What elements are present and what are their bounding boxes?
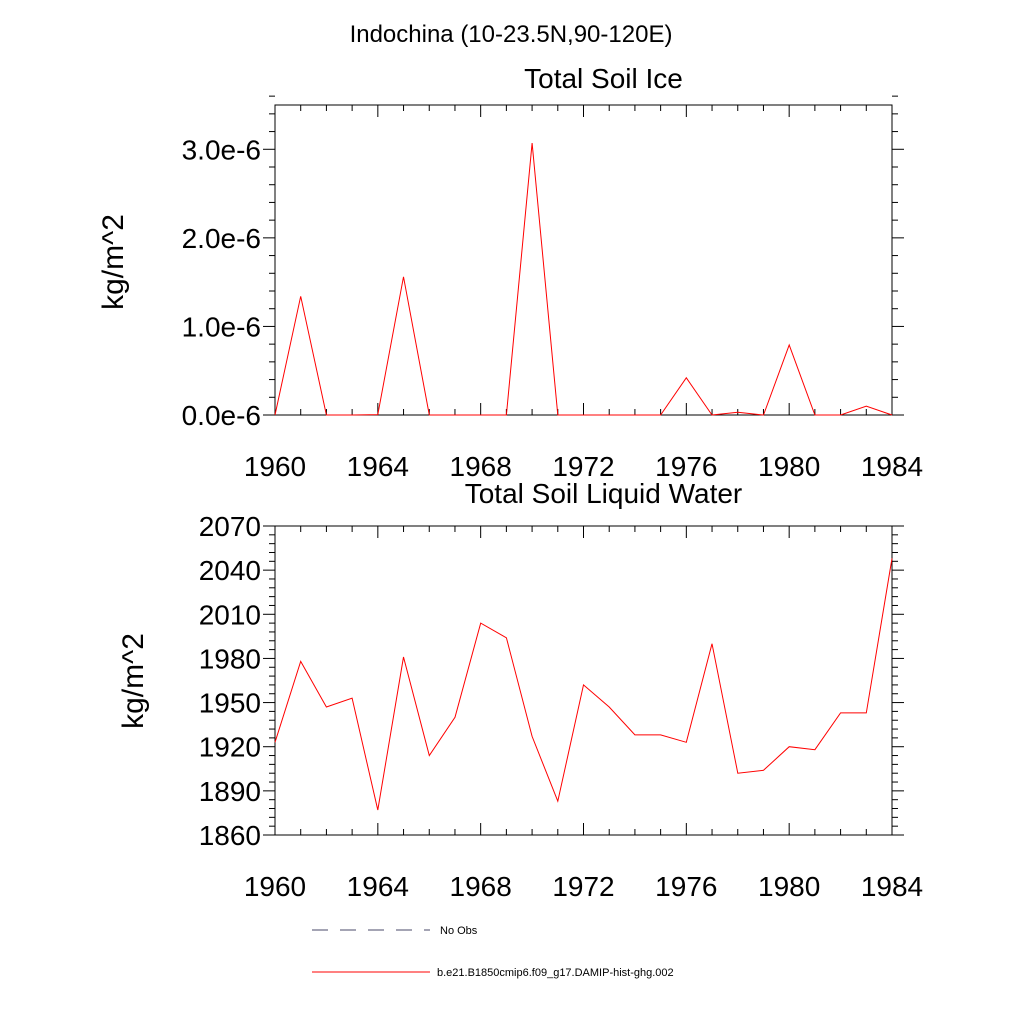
x-tick-label: 1964 [347,451,409,482]
plot-frame [274,104,893,416]
x-tick-label: 1972 [552,871,614,902]
y-tick-label: 1980 [199,643,261,674]
series-line [274,558,893,811]
y-tick-label: 1.0e-6 [182,311,261,342]
y-tick-label: 2040 [199,555,261,586]
x-tick-label: 1972 [552,451,614,482]
x-tick-label: 1964 [347,871,409,902]
panel-title: Total Soil Liquid Water [465,478,743,509]
legend-model-label: b.e21.B1850cmip6.f09_g17.DAMIP-hist-ghg.… [437,967,674,979]
x-tick-label: 1960 [244,871,306,902]
figure-title: Indochina (10-23.5N,90-120E) [350,21,673,48]
series-line [274,143,893,416]
y-tick-label: 2070 [199,511,261,542]
y-tick-label: 1920 [199,732,261,763]
y-tick-label: 3.0e-6 [182,134,261,165]
x-tick-label: 1968 [450,871,512,902]
y-tick-label: 1890 [199,776,261,807]
legend-no-obs-label: No Obs [440,925,478,937]
plot-frame [274,525,893,836]
y-axis-label: kg/m^2 [97,214,130,310]
x-tick-label: 1980 [758,871,820,902]
soil-ice-panel: Total Soil Ice kg/m^2 1960 1964 1968 1972 1976… [97,63,923,482]
y-tick-label: 2010 [199,599,261,630]
x-tick-label: 1984 [861,871,923,902]
legend: No Obs b.e21.B1850cmip6.f09_g17.DAMIP-hi… [312,925,674,979]
x-tick-label: 1980 [758,451,820,482]
x-tick-label: 1968 [450,451,512,482]
soil-liquid-water-panel: Total Soil Liquid Water kg/m^2 1960 1964 196… [117,478,923,902]
x-tick-label: 1976 [655,871,717,902]
y-tick-label: 2.0e-6 [182,223,261,254]
y-tick-label: 0.0e-6 [182,400,261,431]
panel-title: Total Soil Ice [524,63,683,94]
y-axis-label: kg/m^2 [117,633,150,729]
x-tick-label: 1984 [861,451,923,482]
x-tick-label: 1960 [244,451,306,482]
y-tick-label: 1860 [199,820,261,851]
y-tick-label: 1950 [199,688,261,719]
x-tick-label: 1976 [655,451,717,482]
